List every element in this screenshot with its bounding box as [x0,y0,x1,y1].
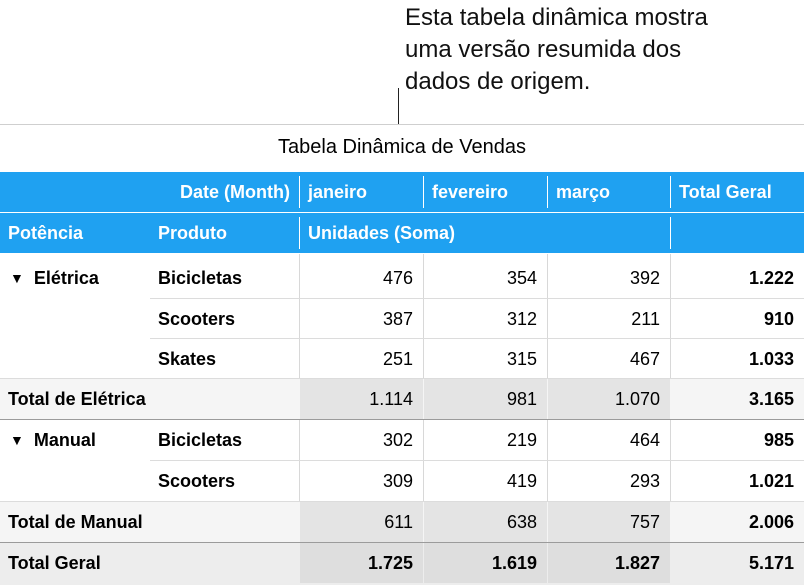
date-month-header[interactable]: Date (Month) [180,182,290,202]
grand-total-row[interactable]: Total Geral 1.725 1.619 1.827 5.171 [0,543,804,585]
callout-line-1: Esta tabela dinâmica mostra [405,4,708,31]
value-cell[interactable]: 354 [506,268,537,288]
subtotal-value-cell[interactable]: 1.070 [548,379,670,419]
row-total-cell[interactable]: 910 [763,309,794,329]
subtotal-label[interactable]: Total de Manual [8,512,143,532]
table-title[interactable]: Tabela Dinâmica de Vendas [0,124,804,172]
subtotal-total-cell[interactable]: 2.006 [748,512,794,532]
row-total-cell[interactable]: 1.021 [748,471,794,491]
header-row-months[interactable]: Date (Month) janeiro fevereiro março Tot… [0,172,804,212]
row-divider [150,298,804,299]
month-header-marco[interactable]: março [556,182,611,202]
header-divider [670,217,671,249]
row-divider [0,378,804,379]
subtotal-value-cell[interactable]: 638 [424,502,547,542]
header-divider [547,176,548,208]
grand-total-value-cell[interactable]: 1.827 [548,543,670,583]
subtotal-total-cell[interactable]: 3.165 [748,389,794,409]
grand-total-value-cell[interactable]: 1.725 [300,543,423,583]
subtotal-value-cell[interactable]: 611 [300,502,423,542]
month-header-fevereiro[interactable]: fevereiro [432,182,509,202]
value-cell[interactable]: 464 [629,430,660,450]
group-name: Elétrica [33,268,99,288]
value-cell[interactable]: 251 [382,349,413,369]
subtotal-value-cell[interactable]: 757 [548,502,670,542]
callout-leader-line [398,88,399,124]
product-cell[interactable]: Scooters [158,471,236,491]
grand-total-total-cell[interactable]: 5.171 [748,553,794,573]
table-row[interactable]: ▼ Elétrica Bicicletas 476 354 392 1.222 [0,258,804,298]
table-row[interactable]: Scooters 309 419 293 1.021 [0,461,804,501]
header-row-fields[interactable]: Potência Produto Unidades (Soma) [0,213,804,253]
value-cell[interactable]: 293 [629,471,660,491]
callout-line-2: uma versão resumida dos [405,36,682,63]
value-cell[interactable]: 302 [382,430,413,450]
callout-line-3: dados de origem. [405,68,591,95]
group-divider [0,542,804,543]
pivot-table[interactable]: Tabela Dinâmica de Vendas Date (Month) j… [0,124,804,585]
callout-text: Esta tabela dinâmica mostra uma versão r… [405,2,801,98]
month-header-janeiro[interactable]: janeiro [308,182,368,202]
header-divider [423,176,424,208]
row-total-cell[interactable]: 985 [763,430,794,450]
values-header[interactable]: Unidades (Soma) [308,223,456,243]
table-row[interactable]: Scooters 387 312 211 910 [0,299,804,339]
group-label-eletrica[interactable]: ▼ Elétrica [0,258,150,298]
value-cell[interactable]: 312 [506,309,537,329]
table-row[interactable]: Skates 251 315 467 1.033 [0,339,804,379]
grand-total-value-cell[interactable]: 1.619 [424,543,547,583]
row-total-cell[interactable]: 1.033 [748,349,794,369]
subtotal-label[interactable]: Total de Elétrica [8,389,146,409]
value-cell[interactable]: 211 [631,309,660,329]
value-cell[interactable]: 392 [629,268,660,288]
grand-total-label[interactable]: Total Geral [8,553,101,573]
product-cell[interactable]: Bicicletas [158,430,243,450]
row-divider [150,460,804,461]
product-cell[interactable]: Skates [158,349,217,369]
header-divider [299,217,300,249]
subtotal-value-cell[interactable]: 1.114 [300,379,423,419]
value-cell[interactable]: 219 [506,430,537,450]
value-cell[interactable]: 309 [382,471,413,491]
value-cell[interactable]: 419 [506,471,537,491]
product-cell[interactable]: Bicicletas [158,268,243,288]
row-total-cell[interactable]: 1.222 [748,268,794,288]
grand-total-header[interactable]: Total Geral [679,182,772,202]
group-divider [0,419,804,420]
row-divider [150,338,804,339]
group-label-manual[interactable]: ▼ Manual [0,420,150,460]
header-divider [299,176,300,208]
value-cell[interactable]: 467 [629,349,660,369]
header-divider [670,176,671,208]
produto-header[interactable]: Produto [158,223,227,243]
product-cell[interactable]: Scooters [158,309,236,329]
value-cell[interactable]: 315 [506,349,537,369]
potencia-header[interactable]: Potência [8,223,84,243]
table-row[interactable]: ▼ Manual Bicicletas 302 219 464 985 [0,420,804,460]
disclosure-triangle-icon[interactable]: ▼ [10,270,24,286]
value-cell[interactable]: 476 [382,268,413,288]
disclosure-triangle-icon[interactable]: ▼ [10,432,24,448]
row-divider [0,501,804,502]
subtotal-value-cell[interactable]: 981 [424,379,547,419]
subtotal-row[interactable]: Total de Elétrica 1.114 981 1.070 3.165 [0,379,804,419]
group-name: Manual [33,430,96,450]
value-cell[interactable]: 387 [382,309,413,329]
subtotal-row[interactable]: Total de Manual 611 638 757 2.006 [0,502,804,542]
